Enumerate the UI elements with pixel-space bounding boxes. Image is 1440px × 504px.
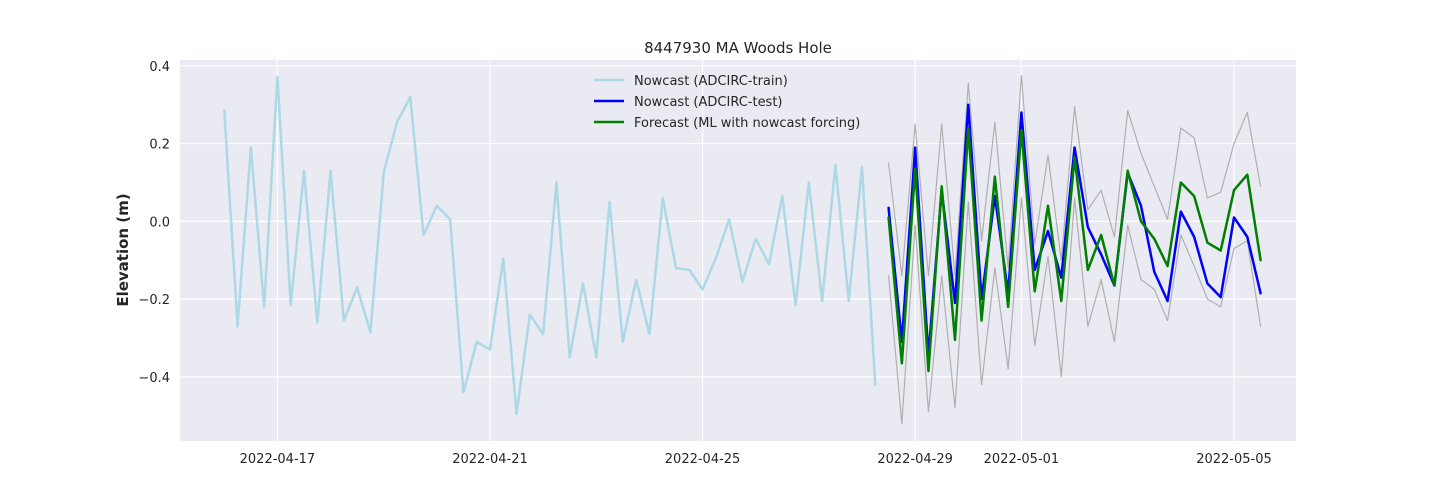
series-layer [223, 74, 1262, 425]
y-tick-label: 0.4 [149, 60, 170, 75]
legend-entry: Nowcast (ADCIRC-test) [634, 95, 783, 110]
y-axis-label: Elevation (m) [114, 193, 132, 306]
y-tick-label: 0.2 [149, 138, 170, 153]
x-tick-label: 2022-04-25 [665, 452, 741, 467]
plot-area [180, 60, 1296, 441]
y-tick-label: 0.0 [149, 215, 170, 230]
x-tick-labels: 2022-04-17 2022-04-21 2022-04-25 2022-04-29… [240, 452, 1272, 467]
x-tick-label: 2022-04-29 [877, 452, 953, 467]
legend-entry: Nowcast (ADCIRC-train) [634, 74, 788, 89]
series-line [223, 75, 877, 416]
y-tick-label: −0.2 [138, 293, 170, 308]
envelope-line [887, 197, 1262, 425]
legend: Nowcast (ADCIRC-train) Nowcast (ADCIRC-te… [594, 74, 860, 131]
legend-entry: Forecast (ML with nowcast forcing) [634, 116, 860, 131]
x-tick-label: 2022-04-21 [452, 452, 528, 467]
series-line [887, 126, 1262, 373]
x-tick-label: 2022-05-05 [1196, 452, 1272, 467]
y-tick-label: −0.4 [138, 371, 170, 386]
series-line [887, 103, 1262, 357]
x-tick-label: 2022-04-17 [240, 452, 316, 467]
chart-title: 8447930 MA Woods Hole [644, 39, 832, 57]
y-tick-labels: −0.4 −0.2 0.0 0.2 0.4 [138, 60, 170, 386]
envelope-line [887, 74, 1262, 277]
x-tick-label: 2022-05-01 [984, 452, 1060, 467]
